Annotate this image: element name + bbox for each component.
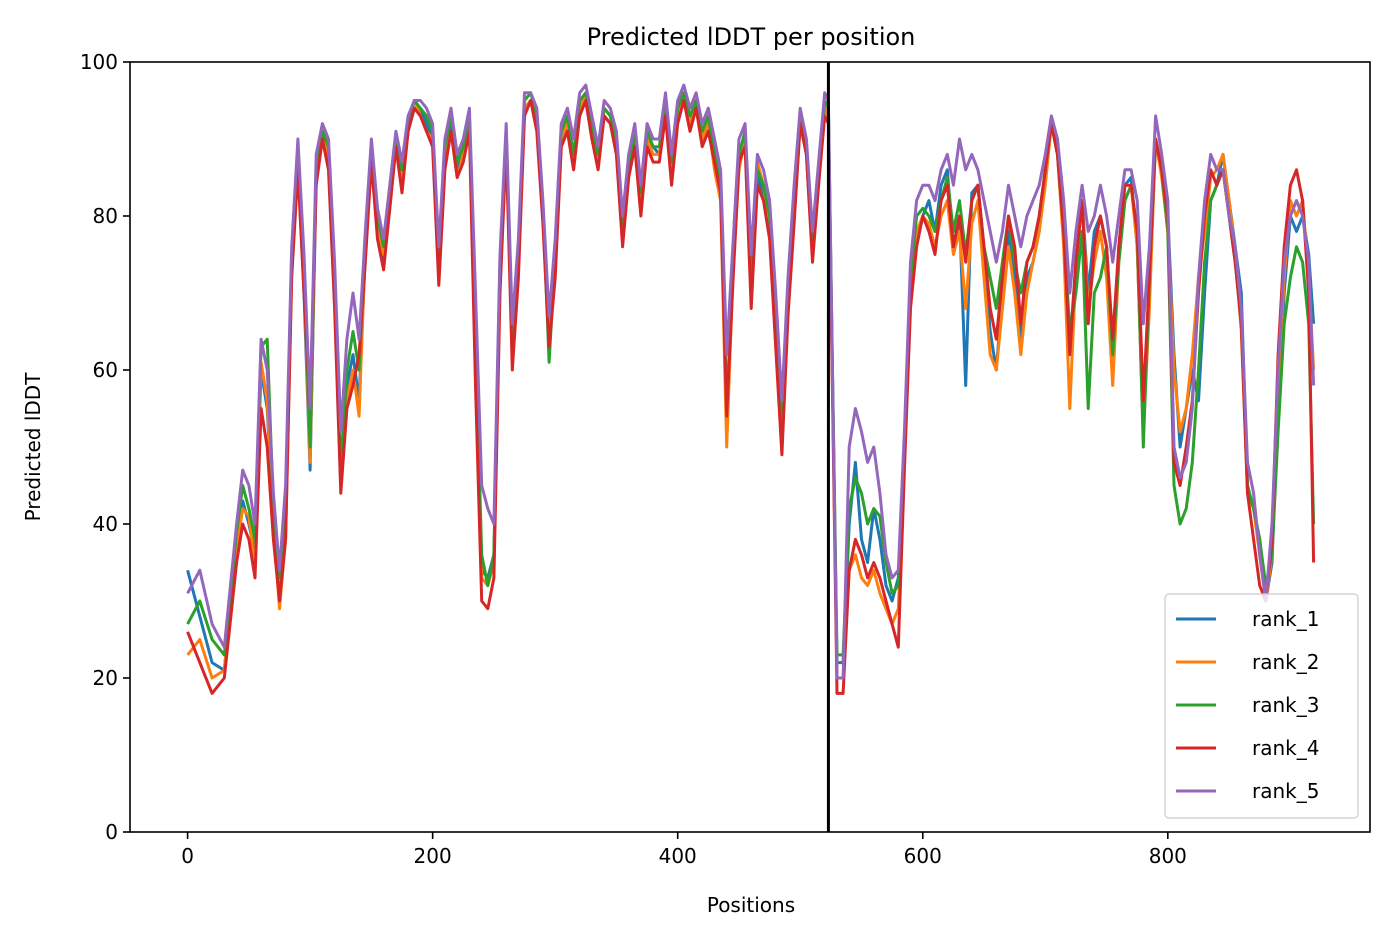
y-tick-label: 80: [93, 204, 118, 228]
plot-frame: [129, 61, 1371, 833]
y-tick-label: 0: [105, 820, 118, 844]
series-line-rank_5: [186, 83, 1316, 680]
y-axis-label: Predicted lDDT: [21, 372, 45, 522]
legend-label-rank_4: rank_4: [1252, 736, 1319, 760]
y-tick-label: 20: [93, 666, 118, 690]
x-axis: 0 200 400 600 800: [181, 832, 1187, 868]
legend-label-rank_1: rank_1: [1252, 607, 1319, 631]
x-tick-label: 600: [904, 844, 942, 868]
series-line-rank_4: [186, 99, 1316, 695]
legend: rank_1 rank_2 rank_3 rank_4 rank_5: [1164, 593, 1359, 819]
x-axis-label: Positions: [707, 893, 795, 917]
x-tick-label: 0: [181, 844, 194, 868]
legend-frame: [1164, 593, 1359, 819]
y-tick-label: 60: [93, 358, 118, 382]
x-tick-label: 400: [659, 844, 697, 868]
legend-label-rank_5: rank_5: [1252, 779, 1319, 803]
y-tick-label: 100: [80, 50, 118, 74]
chart-title: Predicted lDDT per position: [587, 23, 916, 51]
x-tick-label: 200: [414, 844, 452, 868]
legend-label-rank_2: rank_2: [1252, 650, 1319, 674]
y-axis: 0 20 40 60 80 100: [80, 50, 130, 844]
x-tick-label: 800: [1149, 844, 1187, 868]
y-tick-label: 40: [93, 512, 118, 536]
legend-label-rank_3: rank_3: [1252, 693, 1319, 717]
series-layer: [186, 83, 1316, 695]
